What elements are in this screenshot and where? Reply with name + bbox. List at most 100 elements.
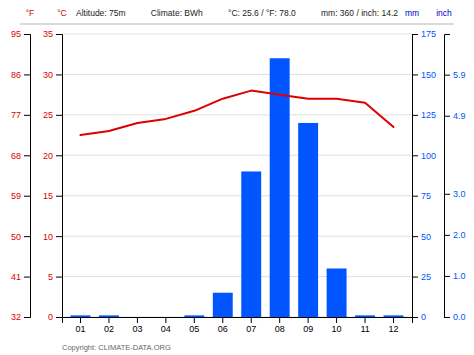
tick-mark: [24, 155, 30, 156]
tick-mark: [412, 277, 418, 278]
tick-label: 5: [48, 272, 53, 282]
tick: 35: [43, 29, 62, 39]
tick-label: 75: [421, 191, 431, 201]
tick-label: 68: [11, 151, 21, 161]
bar: [270, 58, 290, 317]
bar: [71, 315, 91, 317]
tick-mark: [444, 317, 450, 318]
tick-label: 86: [11, 70, 21, 80]
tick: 75: [412, 191, 431, 201]
bar: [213, 293, 233, 317]
annotation: inch: [436, 8, 452, 18]
grid-line: [62, 155, 412, 156]
tick-label: 35: [43, 29, 53, 39]
tick-label: 95: [11, 29, 21, 39]
tick: 95: [11, 29, 30, 39]
tick: 0: [412, 312, 426, 322]
tick-label: 0: [48, 312, 53, 322]
tick-label: 50: [11, 232, 21, 242]
tick-label: 10: [43, 232, 53, 242]
annotation: mm: [405, 8, 419, 18]
tick: 3.0: [444, 189, 466, 199]
tick: 1.0: [444, 271, 466, 281]
grid-line: [62, 195, 412, 196]
tick-label: 175: [421, 29, 436, 39]
tick: 4.9: [444, 111, 466, 121]
tick: 175: [412, 29, 436, 39]
tick-label: 1.0: [453, 271, 466, 281]
tick-label: 12: [388, 324, 398, 334]
tick-label: 25: [43, 110, 53, 120]
tick-label: 0.0: [453, 312, 466, 322]
tick-label: 4.9: [453, 111, 466, 121]
tick-mark: [56, 277, 62, 278]
axis-line: [56, 35, 63, 318]
tick-label: 30: [43, 70, 53, 80]
annotation: Climate: BWh: [151, 8, 203, 18]
tick: 03: [132, 317, 142, 334]
tick-label: 77: [11, 110, 21, 120]
tick-mark: [412, 317, 418, 318]
annotation: °C: [57, 8, 67, 18]
tick: 09: [303, 317, 313, 334]
tick: 25: [412, 272, 431, 282]
tick: 2.0: [444, 230, 466, 240]
tick-label: 01: [75, 324, 85, 334]
tick-label: 0: [421, 312, 426, 322]
tick: 25: [43, 110, 62, 120]
bar: [184, 315, 204, 317]
tick-label: 59: [11, 191, 21, 201]
tick: 01: [75, 317, 85, 334]
axis-line: [63, 318, 413, 324]
grid: [62, 34, 412, 317]
tick: 11: [360, 317, 369, 334]
bar: [384, 315, 404, 317]
tick-label: 03: [132, 324, 142, 334]
tick-label: 11: [360, 324, 369, 334]
grid-line: [62, 236, 412, 237]
temperature-line: [80, 91, 393, 135]
tick-mark: [24, 115, 30, 116]
y-axis: 0255075100125150175: [412, 29, 436, 322]
annotation: °F: [26, 8, 35, 18]
tick: 02: [104, 317, 114, 334]
tick: 50: [412, 232, 431, 242]
tick: 59: [11, 191, 30, 201]
bar: [99, 315, 119, 317]
tick-mark: [137, 317, 138, 323]
tick-mark: [251, 317, 252, 323]
tick-label: 50: [421, 232, 431, 242]
annotation: mm: 360 / inch: 14.2: [321, 8, 398, 18]
tick-label: 20: [43, 151, 53, 161]
bar: [298, 123, 318, 317]
tick-label: 08: [275, 324, 285, 334]
tick-mark: [412, 115, 418, 116]
tick: 05: [189, 317, 199, 334]
bar: [127, 317, 147, 318]
tick-mark: [412, 74, 418, 75]
subtitle: Copyright: CLIMATE-DATA.ORG: [62, 343, 171, 352]
grid-line: [62, 34, 412, 35]
tick: 125: [412, 110, 436, 120]
grid-line: [62, 114, 412, 115]
tick-mark: [56, 34, 62, 35]
tick-mark: [56, 115, 62, 116]
annotation: °C: 25.6 / °F: 78.0: [228, 8, 296, 18]
tick-mark: [24, 34, 30, 35]
tick: 10: [43, 232, 62, 242]
tick-label: 05: [189, 324, 199, 334]
tick-mark: [56, 196, 62, 197]
tick-label: 5.9: [453, 70, 466, 80]
tick-label: 09: [303, 324, 313, 334]
tick: 32: [11, 312, 30, 322]
tick: 77: [11, 110, 30, 120]
plot: 0102030405060708091011120510152025303532…: [11, 29, 466, 334]
axis-line: [24, 35, 31, 318]
axis-line: [445, 35, 451, 318]
tick: 08: [275, 317, 285, 334]
tick-mark: [444, 276, 450, 277]
y2-axis: 05101520253035: [43, 29, 63, 322]
tick: 86: [11, 70, 30, 80]
chart: 0102030405060708091011120510152025303532…: [0, 0, 474, 355]
tick: 0.0: [444, 312, 466, 322]
